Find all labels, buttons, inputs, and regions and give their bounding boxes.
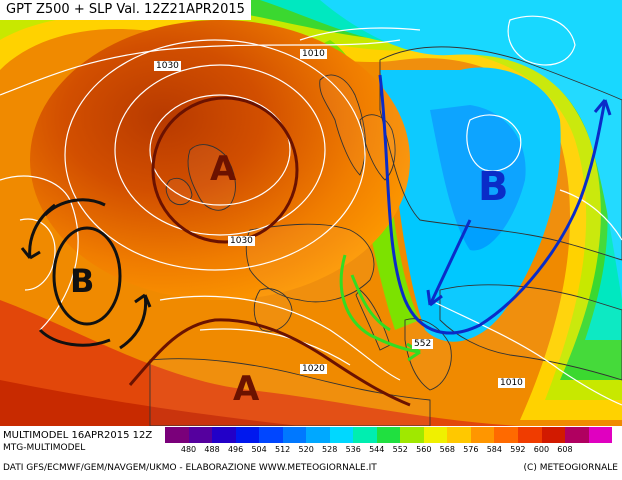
low-atlantic-arc-right — [119, 294, 148, 350]
legend-swatch — [494, 427, 518, 443]
legend-tick: 536 — [345, 445, 361, 454]
legend-swatch — [282, 427, 307, 443]
green-flow-branch — [350, 274, 391, 332]
low-atlantic-arrowhead-right — [134, 293, 152, 308]
legend-tick: 576 — [463, 445, 479, 454]
red-south-band — [0, 300, 520, 426]
legend-swatch — [517, 427, 542, 443]
legend-tick: 608 — [557, 445, 573, 454]
legend-swatch — [353, 427, 377, 443]
legend-swatch — [376, 427, 401, 443]
low-east-trough — [378, 74, 607, 335]
legend-tick: 512 — [274, 445, 291, 454]
legend-tick: 520 — [298, 445, 314, 454]
model-label: MTG-MULTIMODEL — [3, 443, 86, 453]
low-atlantic-arrowhead-left — [20, 247, 41, 260]
isobar-label-1010-north: 1010 — [300, 49, 327, 59]
trough-inner — [430, 105, 526, 251]
low-east-arrow-1 — [428, 219, 472, 306]
legend-swatch — [306, 427, 330, 443]
isobars — [0, 15, 622, 406]
cyan-band — [300, 0, 622, 300]
legend-tick-labels: 480 488 496 504 512 520 528 536 544 552 560 568 576 5… — [165, 445, 612, 456]
low-east-arrowhead-top — [593, 99, 612, 116]
isobar-label-1030-channel: 1030 — [228, 236, 255, 246]
copyright-label: (C) METEOGIORNALE — [523, 463, 618, 473]
deep-red-south — [0, 380, 300, 426]
high-south-letter: A — [233, 369, 260, 409]
legend-swatch — [235, 427, 260, 443]
high-south-arc — [128, 318, 411, 407]
legend-tick: 552 — [392, 445, 408, 454]
low-atlantic-letter: B — [70, 262, 94, 300]
scandinavia-green — [300, 40, 420, 330]
legend-swatch — [188, 427, 213, 443]
low-atlantic-ring-inner — [52, 226, 122, 326]
geopotential-label-552: 552 — [412, 339, 434, 349]
legend-tick: 528 — [322, 445, 338, 454]
legend-swatch — [470, 427, 495, 443]
isobar-label-1020: 1020 — [300, 364, 327, 374]
legend-swatch — [329, 427, 354, 443]
legend-tick: 584 — [486, 445, 502, 454]
legend-tick: 504 — [251, 445, 267, 454]
legend-tick: 568 — [439, 445, 455, 454]
legend-swatch — [165, 427, 189, 443]
legend-tick: 480 — [180, 445, 197, 454]
legend-tick: 600 — [533, 445, 550, 454]
high-north-letter: A — [210, 149, 237, 189]
atlantic-ridge — [30, 20, 410, 300]
legend-swatch — [447, 427, 471, 443]
legend-tick: 592 — [510, 445, 526, 454]
geopotential-map: A A B B — [0, 0, 622, 426]
legend-swatch — [212, 427, 236, 443]
data-credit: DATI GFS/ECMWF/GEM/NAVGEM/UKMO - ELABORA… — [3, 463, 377, 473]
legend-tick: 496 — [227, 445, 244, 454]
low-east-letter: B — [478, 164, 509, 210]
legend-swatch — [259, 427, 283, 443]
legend-swatch — [565, 427, 589, 443]
green-flow-arrow — [339, 254, 421, 354]
legend-tick: 488 — [204, 445, 220, 454]
low-atlantic-arc-bottom — [38, 328, 111, 347]
high-north-ring — [151, 96, 299, 244]
legend-swatch — [423, 427, 448, 443]
legend-tick: 560 — [416, 445, 432, 454]
isobar-label-1010-east: 1010 — [498, 378, 525, 388]
isobar-label-1030: 1030 — [154, 61, 181, 71]
low-atlantic-arc-top — [43, 198, 106, 217]
legend-swatch — [400, 427, 424, 443]
low-east-arrowhead-1 — [426, 289, 443, 307]
map-title: GPT Z500 + SLP Val. 12Z21APR2015 — [0, 0, 251, 20]
legend-swatch — [541, 427, 566, 443]
run-label: MULTIMODEL 16APR2015 12Z — [3, 430, 153, 441]
legend-swatch — [588, 427, 613, 443]
color-scale-legend — [165, 427, 613, 443]
legend-tick: 544 — [369, 445, 385, 454]
